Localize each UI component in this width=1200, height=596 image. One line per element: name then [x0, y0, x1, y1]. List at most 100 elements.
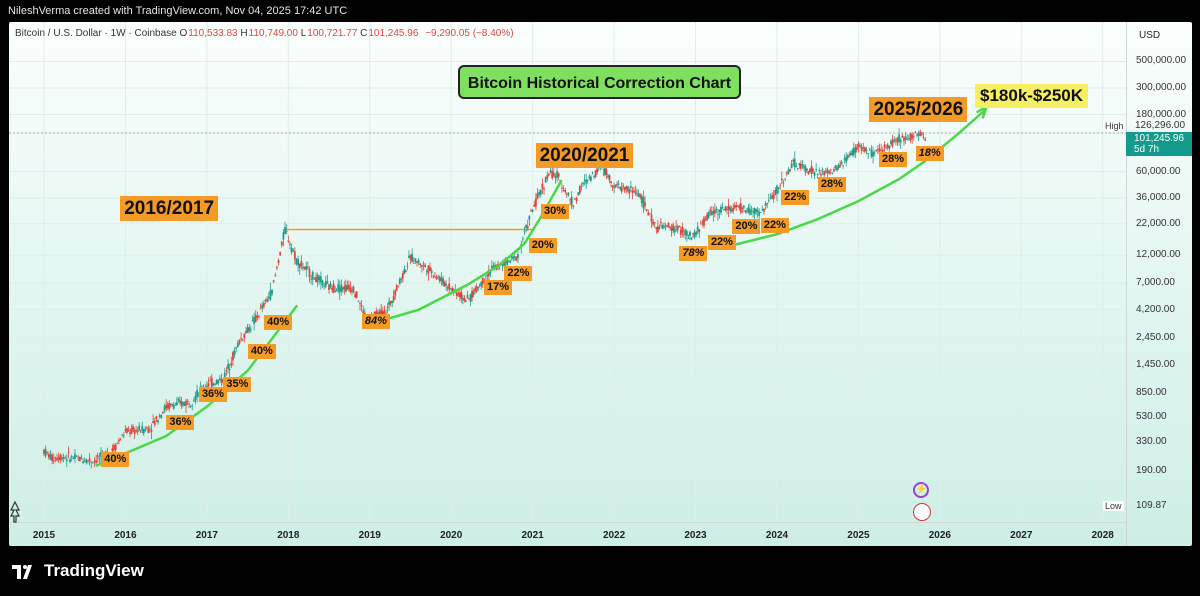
lightning-icon[interactable]: ⚡ [913, 482, 929, 498]
price-candle [921, 133, 923, 135]
price-candle [580, 185, 583, 187]
price-candle [859, 145, 861, 147]
price-candle [222, 379, 225, 383]
price-candle [168, 403, 171, 410]
price-candle [854, 147, 857, 153]
price-candle [771, 195, 773, 199]
price-candle [400, 278, 403, 280]
price-candle [276, 266, 278, 269]
price-candle [43, 449, 45, 454]
price-candle [623, 187, 626, 191]
price-candle [626, 186, 629, 191]
price-candle [225, 370, 228, 372]
price-candle [391, 300, 394, 303]
price-candle [670, 227, 673, 231]
price-candle [324, 281, 327, 287]
price-candle [622, 185, 625, 187]
correction-label: 40% [264, 315, 293, 331]
price-candle [65, 459, 68, 462]
price-candle [119, 439, 122, 441]
price-candle [525, 224, 528, 228]
price-candle [318, 276, 321, 281]
price-candle [458, 292, 461, 298]
y-tick-label: 7,000.00 [1136, 277, 1175, 289]
price-candle [888, 146, 891, 149]
price-candle [777, 187, 780, 189]
price-candle [259, 308, 262, 309]
price-candle [308, 268, 311, 278]
price-candle [829, 169, 832, 171]
price-candle [174, 404, 177, 406]
correction-label: 35% [223, 377, 252, 393]
price-candle [326, 281, 329, 284]
price-candle [873, 152, 876, 154]
price-candle [279, 251, 282, 256]
price-candle [449, 288, 452, 290]
price-candle [254, 315, 257, 323]
price-candle [906, 139, 909, 140]
price-candle [628, 189, 631, 194]
price-candle [810, 166, 813, 175]
price-candle [816, 173, 819, 175]
price-candle [575, 197, 578, 202]
correction-label: 28% [817, 177, 846, 193]
price-candle [471, 290, 473, 298]
price-candle [591, 172, 594, 174]
price-candle [864, 147, 866, 152]
price-candle [526, 226, 529, 229]
price-candle [767, 199, 770, 201]
price-candle [907, 137, 910, 139]
price-candle [536, 193, 539, 199]
price-candle [764, 203, 767, 206]
chart-panel[interactable]: Bitcoin / U.S. Dollar · 1W · Coinbase O1… [9, 22, 1192, 546]
price-candle [177, 398, 180, 401]
correction-label: 30% [540, 204, 570, 220]
price-candle [713, 210, 716, 214]
price-candle [818, 170, 821, 172]
price-candle [607, 175, 609, 178]
price-candle [843, 158, 846, 161]
price-candle [171, 403, 174, 406]
price-candle [446, 287, 449, 289]
price-candle [215, 379, 218, 385]
price-candle [692, 233, 694, 235]
price-candle [604, 168, 606, 175]
price-candle [521, 238, 524, 240]
x-tick-label: 2016 [114, 530, 137, 541]
price-candle [443, 282, 446, 287]
price-candle [130, 428, 133, 434]
price-candle [749, 209, 751, 215]
price-candle [406, 265, 409, 267]
price-candle [189, 406, 192, 407]
price-candle [192, 400, 195, 402]
price-candle [96, 455, 99, 458]
price-candle [890, 140, 892, 144]
price-candle [594, 170, 597, 178]
price-axis[interactable] [1126, 22, 1192, 546]
price-candle [302, 266, 304, 269]
price-candle [513, 255, 516, 257]
price-candle [129, 432, 131, 434]
price-candle [834, 165, 837, 169]
correction-label: 78% [679, 246, 708, 262]
price-candle [207, 383, 210, 387]
x-tick-label: 2028 [1091, 530, 1114, 541]
price-candle [460, 291, 463, 299]
price-candle [798, 163, 801, 166]
price-candle [523, 230, 526, 232]
price-candle [313, 278, 316, 280]
price-candle [272, 280, 275, 282]
price-candle [839, 164, 841, 167]
price-candle [678, 225, 681, 228]
us-flag-icon[interactable] [913, 503, 931, 521]
price-candle [736, 205, 739, 207]
price-candle [681, 226, 684, 233]
price-candle [799, 163, 802, 169]
price-candle [787, 170, 790, 175]
price-candle [347, 284, 350, 289]
price-candle [660, 221, 662, 223]
price-candle [124, 429, 127, 432]
price-candle [721, 207, 724, 209]
price-candle [652, 221, 655, 225]
price-candle [133, 429, 136, 434]
